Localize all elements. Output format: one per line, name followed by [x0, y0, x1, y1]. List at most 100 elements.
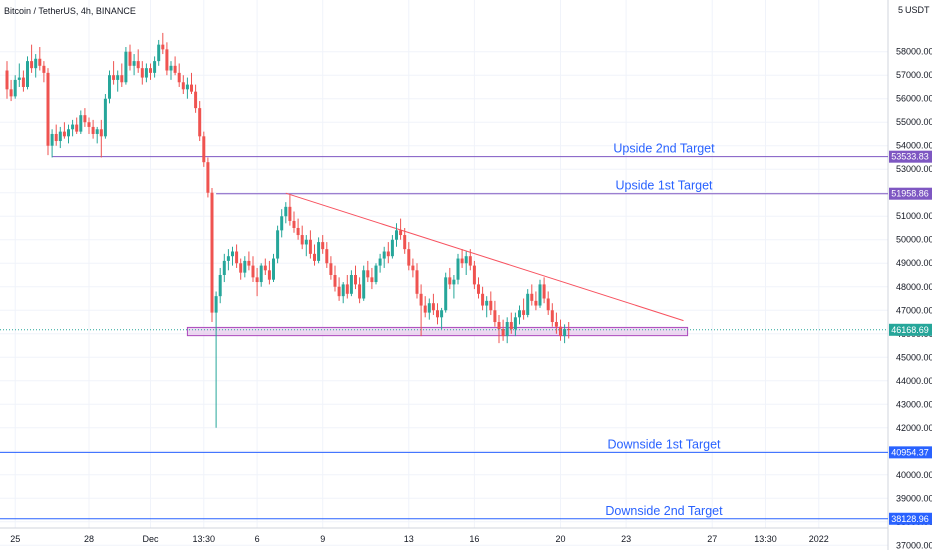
candle-body: [276, 230, 280, 259]
candle-body: [140, 68, 144, 78]
time-tick-label: 25: [10, 534, 20, 544]
candle-body: [214, 296, 218, 313]
candle-body: [341, 284, 345, 297]
candle-body: [108, 75, 111, 99]
candle-body: [103, 98, 107, 137]
candle-body: [9, 89, 13, 97]
candle-body: [288, 206, 292, 221]
candle-body: [370, 277, 374, 283]
candle-body: [419, 293, 423, 306]
price-tick-label: 53000.00: [896, 164, 932, 174]
candle-body: [251, 265, 255, 278]
candle-body: [144, 68, 148, 78]
candle-body: [21, 77, 25, 87]
price-tick-label: 42000.00: [896, 423, 932, 433]
candle-body: [518, 310, 521, 318]
candle-body: [255, 277, 259, 283]
candle-body: [17, 77, 21, 80]
candle-body: [210, 192, 214, 313]
candle-body: [62, 131, 66, 137]
candle-body: [161, 44, 165, 50]
candle-body: [284, 206, 288, 217]
target-label: Upside 1st Target: [615, 179, 713, 193]
candle-body: [431, 303, 435, 311]
candle-body: [501, 329, 505, 337]
price-tick-label: 51000.00: [896, 211, 932, 221]
candle-body: [13, 79, 17, 97]
candle-body: [337, 286, 341, 297]
candle-body: [378, 258, 382, 266]
candle-body: [448, 277, 452, 285]
support-zone[interactable]: [186, 326, 689, 337]
time-tick-label: 23: [621, 534, 631, 544]
price-badge-label: 38128.96: [891, 514, 929, 524]
candle-body: [452, 279, 456, 285]
candle-body: [313, 253, 316, 261]
time-tick-label: 16: [469, 534, 479, 544]
target-label: Downside 1st Target: [607, 437, 721, 451]
candle-body: [272, 258, 275, 280]
candle-body: [345, 284, 349, 294]
candle-body: [231, 251, 234, 257]
candle-body: [444, 277, 448, 311]
candle-body: [554, 322, 558, 327]
price-tick-label: 39000.00: [896, 493, 932, 503]
time-tick-label: 13:30: [754, 534, 777, 544]
price-tick-label: 56000.00: [896, 94, 932, 104]
candle-body: [177, 72, 181, 83]
time-tick-label: 13: [404, 534, 414, 544]
time-tick-label: 27: [707, 534, 717, 544]
candle-body: [34, 58, 38, 69]
candle-body: [493, 310, 497, 323]
candle-body: [26, 61, 29, 87]
candle-body: [99, 129, 103, 137]
candle-body: [226, 256, 230, 261]
candle-body: [456, 258, 460, 280]
candle-body: [489, 300, 493, 311]
price-badge: [889, 446, 932, 459]
candle-body: [202, 136, 206, 163]
candle-body: [239, 263, 243, 273]
candle-body: [75, 124, 79, 132]
candle-body: [333, 275, 337, 287]
candle-body: [308, 239, 312, 254]
candle-body: [149, 68, 152, 73]
candle-body: [91, 126, 95, 134]
candle-body: [411, 265, 415, 271]
candle-body: [50, 133, 54, 146]
last-price-badge-label: 46168.69: [891, 325, 929, 335]
price-tick-label: 44000.00: [896, 376, 932, 386]
price-tick-label: 48000.00: [896, 282, 932, 292]
candle-body: [399, 230, 403, 236]
candle-body: [157, 44, 161, 62]
candle-body: [67, 129, 70, 137]
candle-body: [317, 242, 321, 261]
candle-body: [349, 275, 353, 294]
target-label: Upside 2nd Target: [613, 142, 715, 156]
currency-label[interactable]: USDT: [905, 5, 930, 15]
candle-body: [95, 129, 99, 134]
price-tick-label: 54000.00: [896, 141, 932, 151]
candle-body: [362, 270, 366, 299]
candle-body: [542, 284, 546, 299]
candle-body: [395, 230, 398, 240]
candle-body: [505, 322, 509, 337]
candle-body: [563, 329, 567, 337]
price-tick-label: 50000.00: [896, 235, 932, 245]
candle-body: [436, 310, 439, 318]
level-lines: [0, 156, 888, 520]
candle-body: [485, 300, 489, 306]
candle-body: [559, 326, 562, 337]
candle-body: [440, 310, 444, 318]
last-price-badge: [889, 323, 932, 336]
time-tick-label: 2022: [809, 534, 829, 544]
price-badge: [889, 150, 932, 163]
trendline[interactable]: [285, 192, 684, 322]
candle-body: [325, 249, 329, 264]
candle-body: [58, 131, 62, 142]
candle-body: [30, 61, 34, 69]
candle-body: [71, 124, 75, 130]
candle-body: [5, 70, 9, 90]
price-badges: 53533.83 51958.86 40954.37 38128.96 46168.69: [889, 150, 932, 525]
